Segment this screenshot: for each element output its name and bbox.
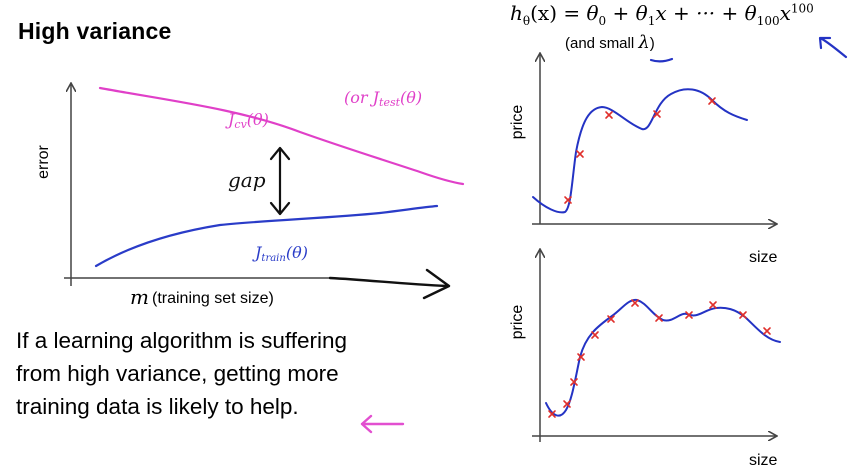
bottom-plot-data-point: [763, 327, 771, 335]
top-plot-data-markers: [564, 97, 716, 204]
formula-theta1-sub: 1: [647, 14, 656, 28]
bottom-plot-data-point: [631, 299, 639, 307]
subnote-close: ): [649, 35, 655, 52]
subnote-lambda: λ: [638, 32, 650, 53]
bottom-plot-data-markers: [548, 299, 771, 418]
top-plot-fit-curve: [532, 88, 748, 214]
learning-curve-x-var: m: [130, 285, 149, 309]
top-plot-data-point: [576, 150, 584, 158]
bottom-plot-data-point: [709, 301, 717, 309]
cv-label: Jcv(θ): [225, 110, 269, 131]
bottom-plot-data-point: [739, 311, 747, 319]
paragraph-line-3: training data is likely to help.: [16, 394, 299, 419]
hypothesis-formula: hθ(x) = θ0 + θ1x + ··· + θ100x100: [510, 1, 814, 28]
bottom-plot-data-point: [548, 410, 556, 418]
formula-plus: +: [606, 1, 636, 25]
lambda-arrow: [818, 36, 848, 59]
formula-theta0-sub: 0: [598, 14, 607, 28]
bottom-price-size-plot: price size: [509, 250, 781, 469]
formula-lhs-sub: θ: [522, 14, 531, 28]
bottom-plot-fit-curve: [545, 298, 781, 417]
formula-theta0: θ: [586, 1, 599, 25]
bottom-plot-data-point: [607, 315, 615, 323]
learning-curve-x-axis-hand-arrow: [328, 268, 451, 300]
bottom-plot-x-label: size: [749, 452, 778, 469]
formula-lhs: h: [510, 1, 523, 25]
bottom-plot-y-label: price: [509, 305, 526, 340]
formula-theta1: θ: [635, 1, 648, 25]
lambda-underline: [649, 57, 674, 63]
learning-curve-x-label: (training set size): [152, 290, 274, 307]
formula-exponent: 100: [790, 1, 814, 16]
bottom-plot-data-point: [563, 400, 571, 408]
learning-curve-y-label: error: [35, 144, 52, 178]
top-plot-data-point: [708, 97, 716, 105]
formula-subnote: (and small λ): [565, 32, 655, 53]
train-error-curve: [94, 204, 439, 268]
paragraph-arrow: [360, 414, 405, 434]
top-price-size-plot: price size: [509, 54, 778, 266]
top-plot-data-point: [564, 196, 572, 204]
test-label: (or Jtest(θ): [344, 88, 422, 109]
bottom-plot-data-point: [655, 314, 663, 322]
slide-title: High variance: [18, 18, 172, 44]
bottom-plot-data-point: [577, 353, 585, 361]
formula-theta100: θ: [744, 1, 757, 25]
bottom-plot-data-point: [591, 331, 599, 339]
cv-error-curve: [98, 86, 465, 186]
conclusion-paragraph: If a learning algorithm is suffering fro…: [16, 324, 446, 423]
bottom-plot-data-point: [685, 311, 693, 319]
top-plot-y-label: price: [509, 105, 526, 140]
paragraph-line-2: from high variance, getting more: [16, 361, 339, 386]
formula-x: x: [779, 1, 791, 25]
formula-theta100-sub: 100: [756, 14, 780, 28]
top-plot-x-label: size: [749, 249, 778, 266]
subnote-text: (and small: [565, 35, 639, 52]
gap-double-arrow: [269, 146, 291, 216]
train-label: Jtrain(θ): [252, 243, 308, 264]
formula-theta1-tail: x + ··· +: [655, 1, 745, 25]
gap-label: gap: [228, 168, 266, 192]
formula-lhs-arg: (x) =: [530, 1, 587, 25]
top-plot-data-point: [605, 111, 613, 119]
bottom-plot-data-point: [570, 378, 578, 386]
paragraph-line-1: If a learning algorithm is suffering: [16, 328, 348, 353]
learning-curve-plot: error m (training set size) Jcv(θ) (or J…: [35, 84, 465, 309]
top-plot-data-point: [653, 110, 661, 118]
